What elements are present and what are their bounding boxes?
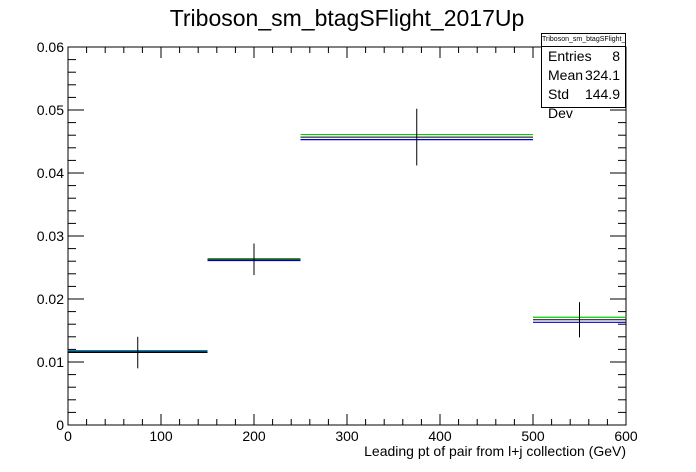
y-tick-label: 0.01: [37, 354, 64, 370]
stats-mean-row: Mean 324.1: [542, 66, 625, 85]
y-tick-label: 0.02: [37, 291, 64, 307]
y-tick-label: 0.05: [37, 102, 64, 118]
x-tick-label: 200: [242, 428, 266, 444]
y-tick-label: 0.06: [37, 39, 64, 55]
x-tick-label: 600: [614, 428, 638, 444]
x-tick-label: 400: [428, 428, 452, 444]
x-tick-label: 500: [521, 428, 545, 444]
stats-stddev-label: Std Dev: [548, 86, 573, 121]
stats-stddev-value: 144.9: [584, 86, 620, 102]
stats-entries-value: 8: [612, 48, 620, 64]
x-tick-label: 100: [149, 428, 173, 444]
chart-title: Triboson_sm_btagSFlight_2017Up: [170, 5, 525, 31]
y-tick-label: 0.03: [37, 228, 64, 244]
stats-mean-label: Mean: [548, 67, 584, 83]
histogram-marks: [68, 108, 626, 369]
x-axis-label: Leading pt of pair from l+j collection (…: [364, 443, 626, 459]
stats-mean-value: 324.1: [584, 67, 620, 83]
stats-stddev-row: Std Dev 144.9: [542, 85, 625, 121]
stats-entries-label: Entries: [548, 48, 592, 64]
x-tick-label: 300: [335, 428, 359, 444]
y-tick-label: 0.04: [37, 165, 64, 181]
stats-entries-row: Entries 8: [542, 47, 625, 66]
stats-box: Triboson_sm_btagSFlight_2017Up Entries 8…: [541, 33, 626, 121]
stats-box-title: Triboson_sm_btagSFlight_2017Up: [542, 34, 625, 47]
x-tick-label: 0: [64, 428, 72, 444]
y-tick-label: 0: [56, 417, 64, 433]
